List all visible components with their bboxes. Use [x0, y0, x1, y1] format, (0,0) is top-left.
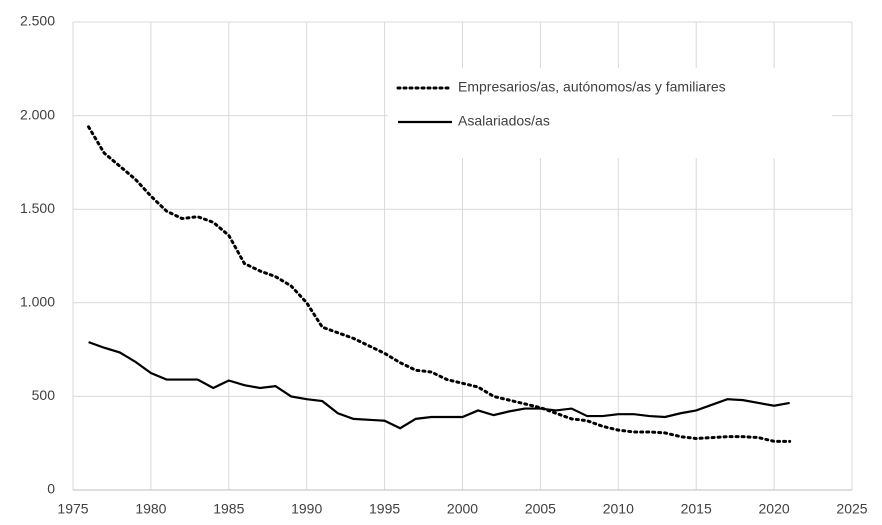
x-tick-label: 2015	[681, 501, 712, 517]
y-tick-label: 2.000	[20, 106, 55, 122]
legend-label: Asalariados/as	[458, 113, 550, 129]
x-tick-label: 1975	[57, 501, 88, 517]
x-tick-label: 2025	[836, 501, 867, 517]
x-tick-label: 1995	[369, 501, 400, 517]
x-tick-label: 1985	[213, 501, 244, 517]
x-tick-label: 1980	[135, 501, 166, 517]
y-tick-label: 0	[47, 481, 55, 497]
y-tick-label: 1.500	[20, 200, 55, 216]
x-tick-label: 1990	[291, 501, 322, 517]
series-line	[87, 125, 792, 443]
legend: Empresarios/as, autónomos/as y familiare…	[388, 68, 832, 158]
x-tick-label: 2010	[603, 501, 634, 517]
y-tick-label: 1.000	[20, 294, 55, 310]
x-tick-label: 2005	[525, 501, 556, 517]
legend-label: Empresarios/as, autónomos/as y familiare…	[458, 79, 726, 95]
x-tick-label: 2020	[759, 501, 790, 517]
y-tick-label: 500	[32, 387, 56, 403]
legend-box	[388, 68, 832, 158]
x-tick-label: 2000	[447, 501, 478, 517]
series-line	[88, 341, 790, 430]
y-tick-label: 2.500	[20, 13, 55, 29]
